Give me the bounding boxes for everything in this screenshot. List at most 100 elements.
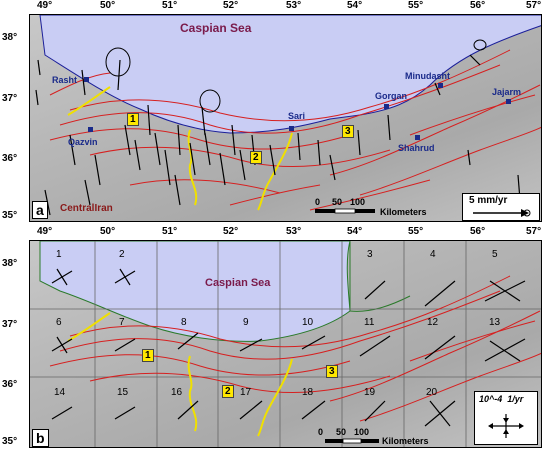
lat-tick: 38° [2,258,18,269]
error-ellipse [473,39,487,51]
cell-number: 4 [430,249,436,260]
lon-tick: 51° [162,226,178,237]
fault-lines [49,275,541,422]
city-label-rasht: Rasht [52,75,78,85]
cell-number: 13 [489,317,501,328]
scale-tick: 0 [318,427,324,437]
lat-tick: 35° [2,436,18,447]
lon-tick: 55° [408,226,424,237]
caspian-sea-label: Caspian Sea [205,277,271,289]
lon-tick: 52° [223,226,239,237]
scale-tick: 50 [336,427,347,437]
caspian-sea [39,241,351,342]
zone-label-1: 1 [127,113,139,126]
scale-tick: 100 [350,197,366,207]
lat-tick: 36° [2,153,18,164]
scale-tick: 100 [354,427,370,437]
region-label: CentralIran [60,203,113,214]
cell-number: 5 [492,249,498,260]
lon-tick: 50° [100,226,116,237]
zone-boundary-east [257,132,293,211]
legend-arrow-icon [473,209,531,217]
cell-number: 14 [54,387,66,398]
cell-number: 3 [367,249,373,260]
cell-number: 17 [240,387,252,398]
lon-tick: 53° [286,226,302,237]
scale-tick: 0 [315,197,321,207]
gps-vectors [35,54,521,216]
lon-tick: 54° [347,0,363,11]
lat-tick: 37° [2,319,18,330]
cell-number: 10 [302,317,314,328]
lon-tick: 57° [526,0,542,11]
panel-b: 49° 50° 51° 52° 53° 54° 55° 56° 57° 38° … [0,226,550,451]
panel-letter-b: b [32,429,49,447]
vector-legend: 5 mm/yr [462,193,540,221]
lon-tick: 49° [37,0,53,11]
panel-a: 49° 50° 51° 52° 53° 54° 55° 56° 57° 38° … [0,0,550,225]
zone-boundary-east [257,358,293,437]
zone-boundary-west [67,86,111,116]
lon-tick: 51° [162,0,178,11]
cell-number: 6 [56,317,62,328]
coast-east [349,241,411,312]
strain-cross-icon [488,414,524,438]
cell-number: 1 [56,249,62,260]
lon-tick: 56° [470,226,486,237]
city-label-shahrud: Shahrud [398,143,435,153]
lon-tick: 52° [223,0,239,11]
caspian-sea-label: Caspian Sea [180,21,252,35]
map-b-graphics [30,241,541,447]
city-label-jajarm: Jajarm [492,87,522,97]
city-label-minudasht: Minudasht [405,71,450,81]
map-a: Caspian Sea Rasht Qazvin Sari Gorgan Min… [29,14,542,222]
strain-axes [51,268,526,427]
scale-bar [325,438,379,444]
lat-tick: 35° [2,210,18,221]
city-label-qazvin: Qazvin [68,137,98,147]
lon-tick: 54° [347,226,363,237]
error-ellipse [199,89,221,113]
lat-tick: 38° [2,32,18,43]
city-markers [84,77,511,140]
zone-label-1: 1 [142,349,154,362]
zone-boundary-central [187,355,198,432]
cell-number: 9 [243,317,249,328]
error-ellipse [105,47,131,77]
cell-number: 20 [426,387,438,398]
cell-number: 16 [171,387,183,398]
city-label-gorgan: Gorgan [375,91,408,101]
cell-number: 8 [181,317,187,328]
strain-legend: 10^-4 1/yr [474,391,538,445]
zone-label-2: 2 [222,385,234,398]
cell-number: 18 [302,387,314,398]
lon-tick: 53° [286,0,302,11]
lat-tick: 36° [2,379,18,390]
zone-boundary-west [67,312,111,342]
lon-tick: 56° [470,0,486,11]
lon-tick: 55° [408,0,424,11]
cell-number: 12 [427,317,439,328]
lon-tick: 50° [100,0,116,11]
scale-bar [315,208,375,214]
cell-number: 19 [364,387,376,398]
map-a-graphics [35,15,541,216]
lat-tick: 37° [2,93,18,104]
vector-legend-label: 5 mm/yr [469,195,508,206]
city-label-sari: Sari [288,111,306,121]
strain-grid [30,241,541,447]
cell-number: 2 [119,249,125,260]
map-b: Caspian Sea 1 2 3 4 5 6 7 8 9 10 11 12 1… [29,240,542,448]
cell-number: 7 [119,317,125,328]
scale-unit: Kilometers [380,207,427,217]
scale-unit: Kilometers [382,436,429,446]
zone-boundary-central [187,129,198,206]
panel-letter-a: a [32,201,48,219]
zone-label-2: 2 [250,151,262,164]
scale-tick: 50 [332,197,343,207]
lon-tick: 57° [526,226,542,237]
strain-legend-label: 10^-4 1/yr [479,394,524,404]
cell-number: 11 [364,317,375,328]
zone-label-3: 3 [326,365,338,378]
zone-label-3: 3 [342,125,354,138]
